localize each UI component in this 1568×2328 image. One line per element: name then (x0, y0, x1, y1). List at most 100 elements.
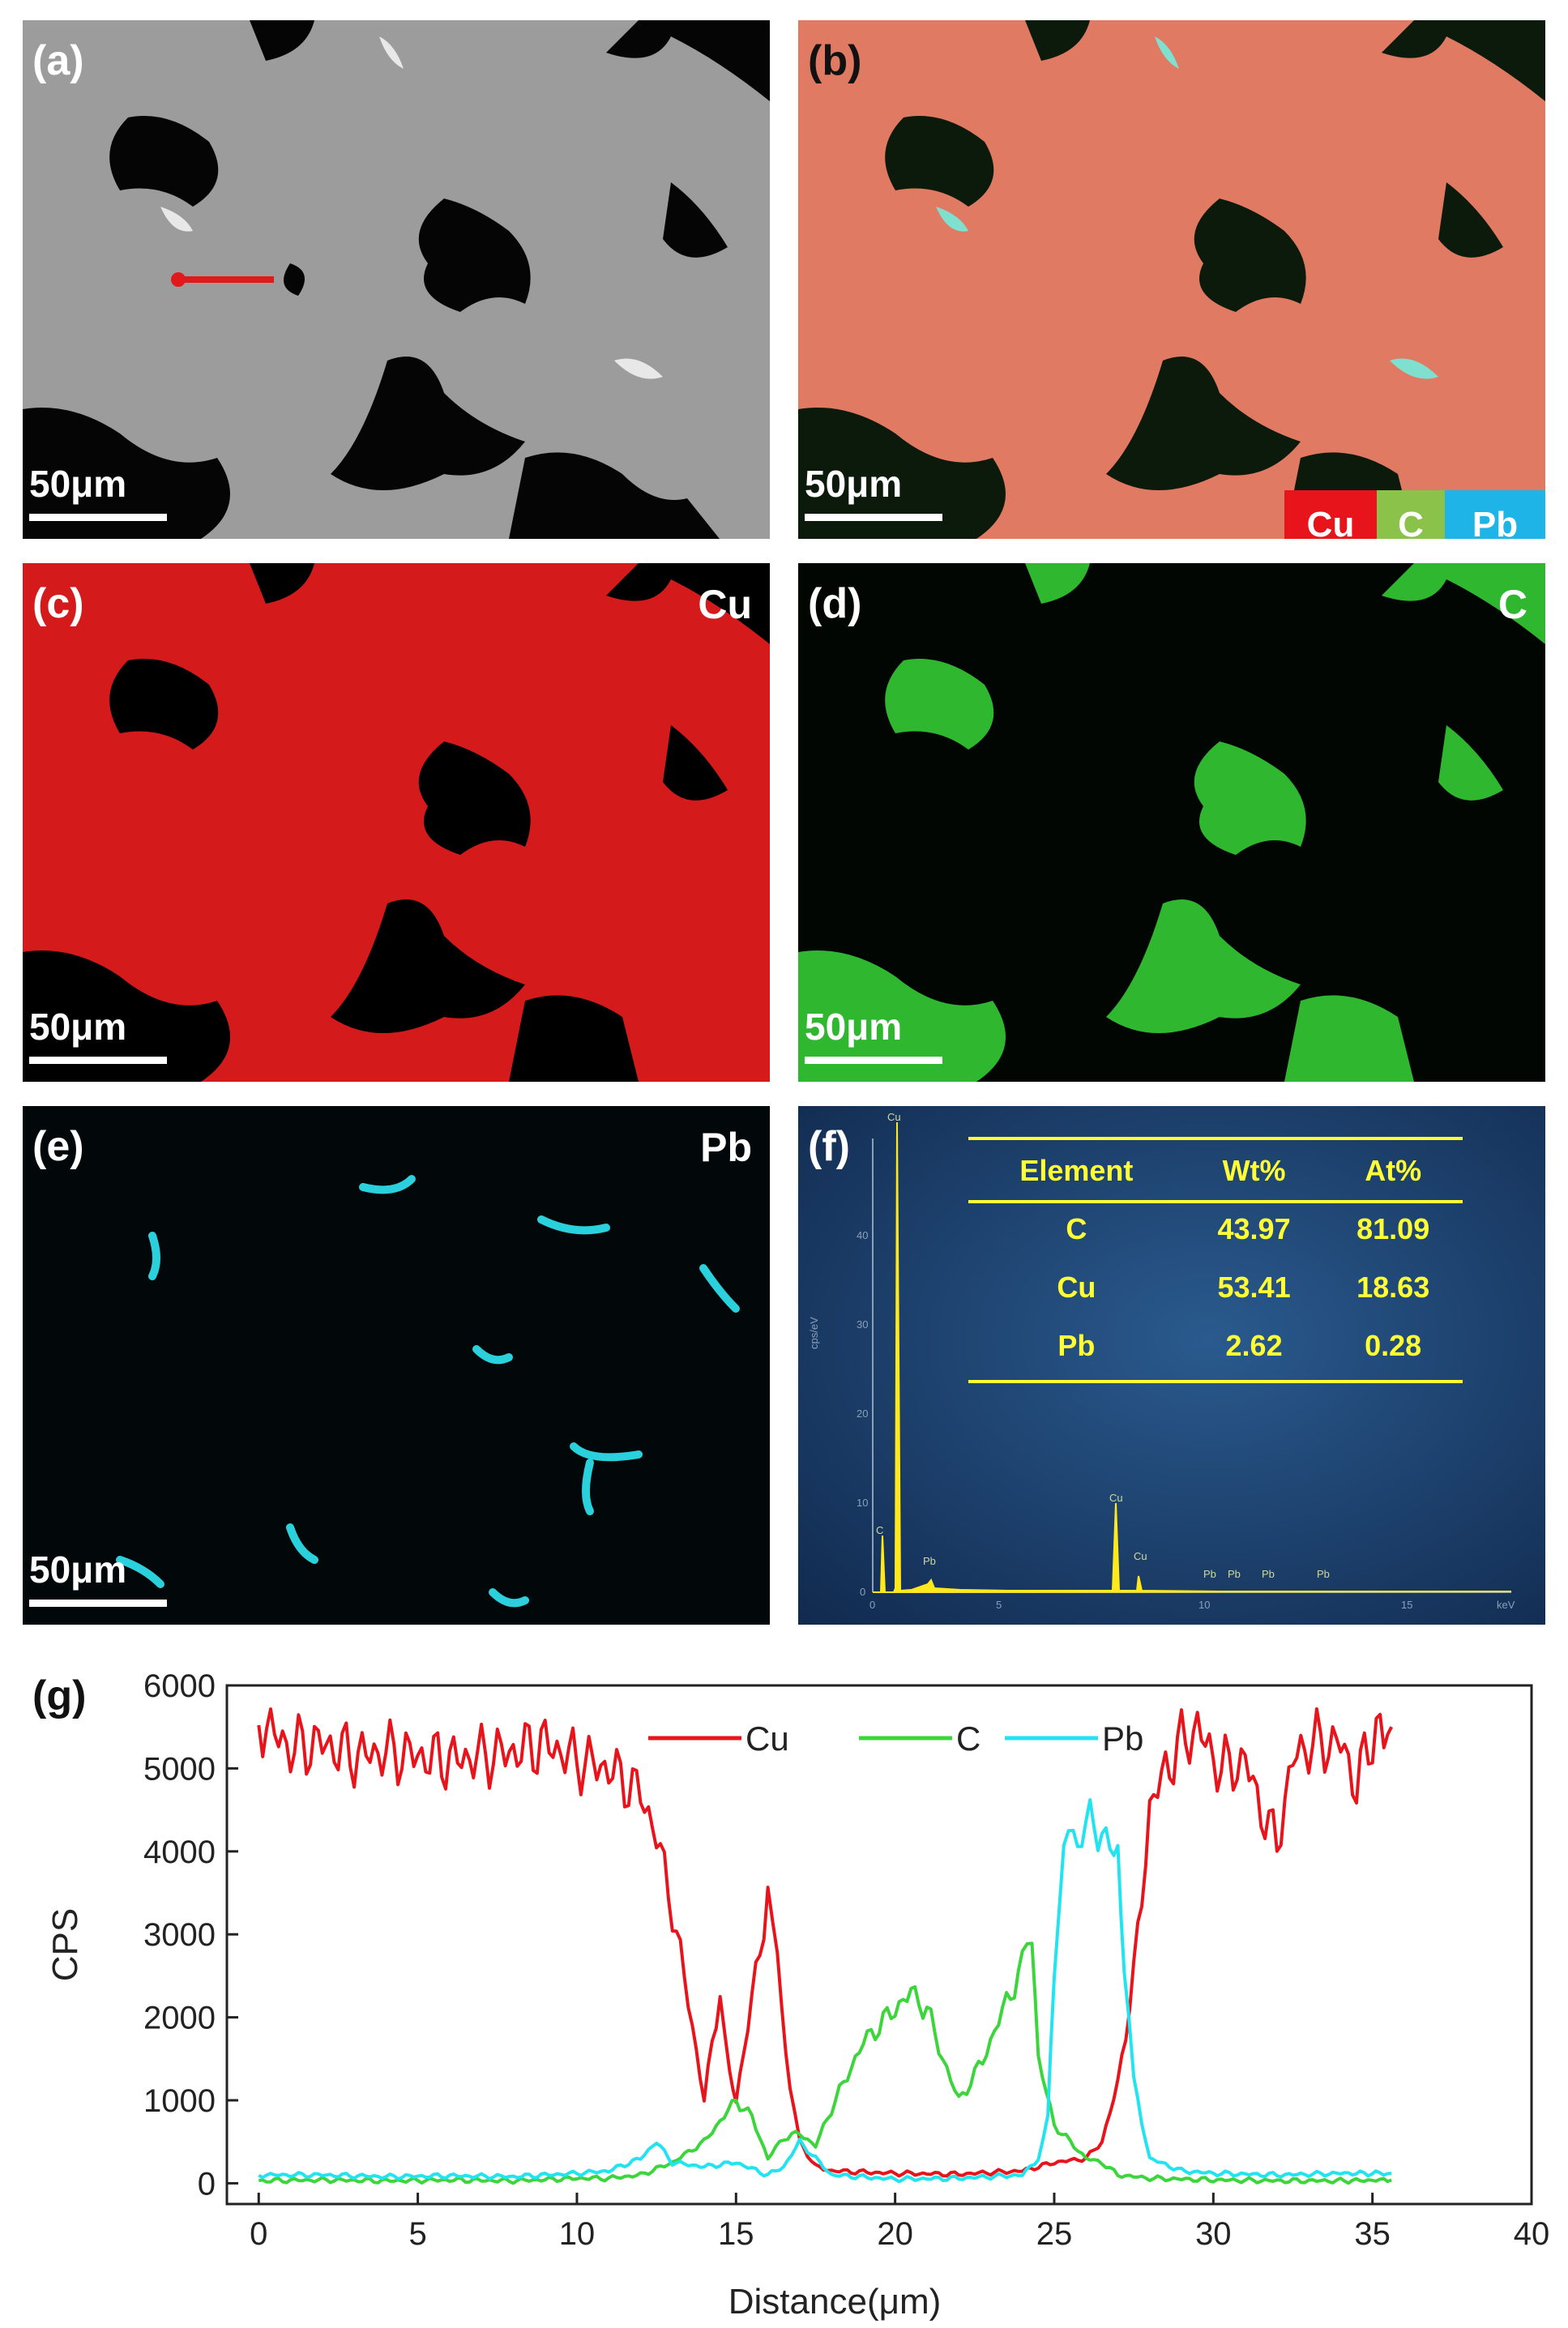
legend-cu: Cu (1284, 490, 1377, 539)
scale-bar-line (805, 514, 942, 521)
y-tick-label: 0 (198, 2166, 216, 2202)
panel-b-scale-bar: 50μm (805, 462, 942, 521)
spectrum-y-tick: 40 (857, 1229, 868, 1241)
spectrum-y-tick: 30 (857, 1318, 868, 1331)
cu-distribution-map (23, 563, 770, 1082)
peak-label: C (876, 1524, 883, 1536)
overlay-micrograph (798, 20, 1545, 539)
cell-at: 81.09 (1357, 1212, 1430, 1245)
peak-label: Pb (1317, 1568, 1330, 1580)
y-tick-label: 1000 (143, 2083, 216, 2119)
y-tick-label: 6000 (143, 1668, 216, 1704)
pb-distribution-map (23, 1106, 770, 1625)
panel-c-label: (c) (32, 580, 84, 627)
panel-d-label: (d) (808, 580, 862, 627)
panel-f-eds-spectrum: Cu C Pb Cu Cu Pb Pb Pb Pb 0 10 20 30 40 … (798, 1106, 1545, 1625)
cell-element: C (1066, 1212, 1087, 1245)
cell-wt: 43.97 (1217, 1212, 1291, 1245)
table-row: Pb 2.62 0.28 (968, 1317, 1463, 1375)
cell-element: Cu (1057, 1271, 1096, 1304)
y-tick-label: 5000 (143, 1751, 216, 1787)
table-header-row: Element Wt% At% (968, 1142, 1463, 1200)
cell-element: Pb (1057, 1329, 1096, 1362)
legend-label-pb: Pb (1102, 1719, 1143, 1758)
panel-d-c-map: (d) C 50μm (798, 563, 1545, 1082)
panel-f-label: (f) (808, 1123, 850, 1170)
panel-e-element: Pb (700, 1125, 752, 1170)
peak-label: Pb (1228, 1568, 1241, 1580)
legend-label-cu: Cu (746, 1719, 789, 1758)
y-tick-label: 3000 (143, 1917, 216, 1953)
series-line-pb (258, 1798, 1392, 2184)
peak-label: Pb (923, 1555, 936, 1567)
line-scan-chart: (g) 0 5 10 15 20 25 30 35 40 0 1000 2000 3000 4000 500… (32, 1668, 1550, 2322)
spectrum-y-tick: 20 (857, 1407, 868, 1420)
table-row: Cu 53.41 18.63 (968, 1258, 1463, 1317)
x-tick-label: 10 (559, 2216, 596, 2252)
spectrum-y-label: cps/eV (808, 1317, 820, 1349)
panel-c-scale-bar: 50μm (29, 1005, 167, 1064)
panel-a-label: (a) (32, 37, 84, 84)
x-tick-label: 0 (250, 2216, 267, 2252)
y-axis-label: CPS (45, 1908, 85, 1981)
table-row: C 43.97 81.09 (968, 1200, 1463, 1258)
cell-at: 18.63 (1357, 1271, 1430, 1304)
panel-a-sem-image: (a) 50μm (23, 20, 770, 539)
eds-spectrum-plot: Cu C Pb Cu Cu Pb Pb Pb Pb 0 10 20 30 40 … (798, 1106, 1545, 1625)
spectrum-y-tick: 10 (857, 1497, 868, 1509)
peak-label: Cu (1134, 1550, 1147, 1562)
scale-bar-line (29, 1600, 167, 1607)
spectrum-x-tick: 0 (869, 1599, 875, 1611)
x-tick-label: 15 (718, 2216, 754, 2252)
legend-c: C (1377, 490, 1445, 539)
peak-label: Cu (1109, 1492, 1123, 1504)
scale-label: 50μm (29, 1006, 127, 1048)
spectrum-x-tick: 5 (996, 1599, 1002, 1611)
header-element: Element (1019, 1154, 1134, 1187)
panel-e-scale-bar: 50μm (29, 1548, 167, 1607)
spectrum-x-tick: 10 (1198, 1599, 1210, 1611)
legend-label-c: C (956, 1719, 981, 1758)
spectrum-x-unit: keV (1497, 1599, 1515, 1611)
panel-d-scale-bar: 50μm (805, 1005, 942, 1064)
scale-label: 50μm (29, 463, 127, 505)
spectrum-x-tick: 15 (1401, 1599, 1412, 1611)
panel-c-element: Cu (698, 582, 752, 627)
panel-a-scale-bar: 50μm (29, 462, 167, 521)
panel-c-cu-map: (c) Cu 50μm (23, 563, 770, 1082)
y-tick-label: 4000 (143, 1835, 216, 1870)
panel-b-label: (b) (808, 37, 862, 84)
x-tick-label: 35 (1354, 2216, 1391, 2252)
x-tick-label: 25 (1036, 2216, 1073, 2252)
scale-label: 50μm (29, 1548, 127, 1591)
scale-bar-line (805, 1057, 942, 1064)
y-tick-label: 2000 (143, 2001, 216, 2036)
peak-label: Pb (1203, 1568, 1216, 1580)
plot-frame (225, 1684, 1533, 2206)
series-line-c (258, 1941, 1392, 2185)
spectrum-y-tick: 0 (860, 1586, 865, 1598)
cell-at: 0.28 (1365, 1329, 1422, 1362)
panel-d-element: C (1498, 582, 1527, 627)
peak-label: Pb (1262, 1568, 1275, 1580)
x-tick-label: 30 (1195, 2216, 1232, 2252)
composition-table: Element Wt% At% C 43.97 81.09 Cu 53.41 1… (968, 1142, 1463, 1375)
panel-e-label: (e) (32, 1123, 84, 1170)
scale-bar-line (29, 1057, 167, 1064)
x-tick-label: 20 (877, 2216, 913, 2252)
legend-pb: Pb (1445, 490, 1545, 539)
x-tick-label: 5 (408, 2216, 426, 2252)
sem-micrograph (23, 20, 770, 539)
peak-label: Cu (887, 1111, 901, 1123)
c-distribution-map (798, 563, 1545, 1082)
x-tick-label: 40 (1514, 2216, 1550, 2252)
header-wt: Wt% (1222, 1154, 1286, 1187)
scale-label: 50μm (805, 1006, 903, 1048)
cell-wt: 2.62 (1225, 1329, 1283, 1362)
series-line-cu (257, 1707, 1393, 2178)
panel-e-pb-map: (e) Pb 50μm (23, 1106, 770, 1625)
panel-g-label: (g) (32, 1672, 86, 1719)
x-axis-label: Distance(μm) (728, 2282, 942, 2322)
scale-label: 50μm (805, 463, 903, 505)
cell-wt: 53.41 (1217, 1271, 1291, 1304)
